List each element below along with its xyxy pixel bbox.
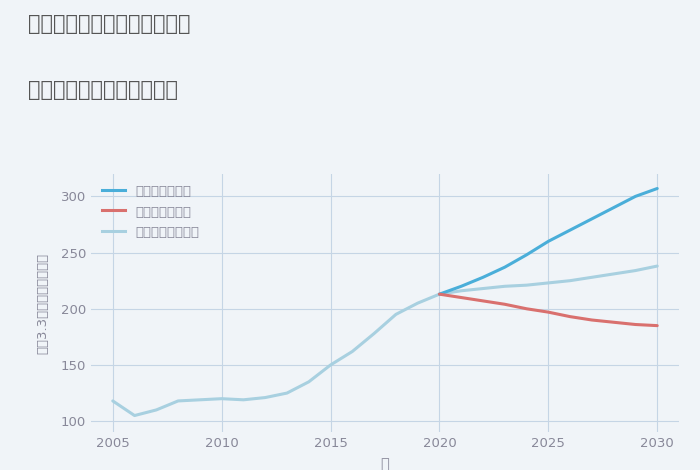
グッドシナリオ (566, 227, 574, 233)
グッドシナリオ (500, 264, 509, 270)
ノーマルシナリオ (631, 268, 640, 274)
Line: グッドシナリオ: グッドシナリオ (440, 188, 657, 294)
ノーマルシナリオ (435, 291, 444, 297)
バッドシナリオ (610, 320, 618, 325)
バッドシナリオ (588, 317, 596, 323)
ノーマルシナリオ (522, 282, 531, 288)
ノーマルシナリオ (544, 280, 552, 286)
バッドシナリオ (522, 306, 531, 312)
グッドシナリオ (631, 194, 640, 199)
バッドシナリオ (653, 323, 662, 329)
Y-axis label: 坪（3.3㎡）単価（万円）: 坪（3.3㎡）単価（万円） (36, 252, 50, 354)
ノーマルシナリオ (610, 271, 618, 277)
ノーマルシナリオ (588, 274, 596, 280)
バッドシナリオ (544, 309, 552, 315)
ノーマルシナリオ (653, 263, 662, 269)
グッドシナリオ (522, 252, 531, 258)
バッドシナリオ (566, 314, 574, 320)
バッドシナリオ (457, 295, 466, 300)
バッドシナリオ (435, 291, 444, 297)
Line: ノーマルシナリオ: ノーマルシナリオ (440, 266, 657, 294)
グッドシナリオ (457, 283, 466, 289)
Text: 愛知県名古屋市中村区横井の: 愛知県名古屋市中村区横井の (28, 14, 190, 34)
ノーマルシナリオ (500, 283, 509, 289)
バッドシナリオ (479, 298, 487, 304)
Text: 中古マンションの価格推移: 中古マンションの価格推移 (28, 80, 178, 100)
グッドシナリオ (653, 186, 662, 191)
X-axis label: 年: 年 (381, 457, 389, 470)
Line: バッドシナリオ: バッドシナリオ (440, 294, 657, 326)
Legend: グッドシナリオ, バッドシナリオ, ノーマルシナリオ: グッドシナリオ, バッドシナリオ, ノーマルシナリオ (97, 180, 204, 243)
ノーマルシナリオ (566, 278, 574, 283)
ノーマルシナリオ (479, 286, 487, 291)
グッドシナリオ (479, 274, 487, 280)
ノーマルシナリオ (457, 288, 466, 294)
グッドシナリオ (544, 238, 552, 244)
グッドシナリオ (435, 291, 444, 297)
グッドシナリオ (588, 216, 596, 222)
バッドシナリオ (631, 321, 640, 327)
バッドシナリオ (500, 301, 509, 307)
グッドシナリオ (610, 205, 618, 211)
